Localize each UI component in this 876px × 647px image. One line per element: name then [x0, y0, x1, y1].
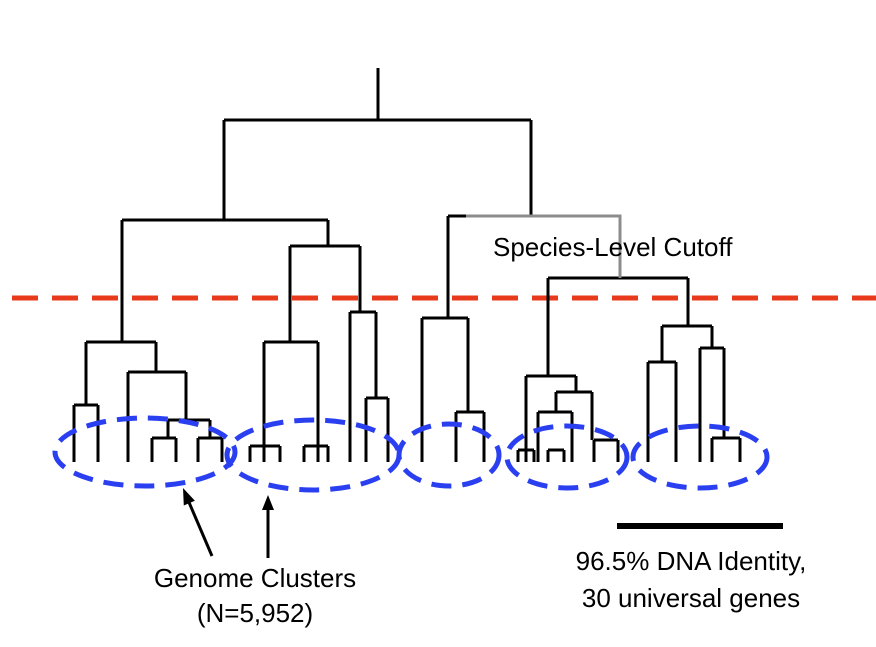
- cluster-ellipse: [630, 423, 770, 491]
- genome-clusters-count: (N=5,952): [197, 598, 313, 628]
- dendrogram-tree: [72, 68, 742, 462]
- arrow-line: [186, 499, 214, 557]
- arrowhead: [262, 495, 274, 510]
- cluster-ellipses: [52, 415, 770, 493]
- cluster-ellipse: [224, 417, 402, 493]
- cluster-ellipse: [396, 421, 502, 489]
- scale-bar-label: 96.5% DNA Identity,: [576, 546, 807, 576]
- arrowhead: [183, 488, 195, 506]
- species-cutoff-label: Species-Level Cutoff: [493, 232, 733, 262]
- grey-branch: [466, 214, 622, 278]
- genome-clusters-label: Genome Clusters: [154, 563, 356, 593]
- cluster-ellipse: [504, 423, 630, 491]
- pointer-arrows: [183, 488, 274, 558]
- cluster-ellipse: [52, 415, 238, 489]
- scale-bar-sublabel: 30 universal genes: [582, 583, 800, 613]
